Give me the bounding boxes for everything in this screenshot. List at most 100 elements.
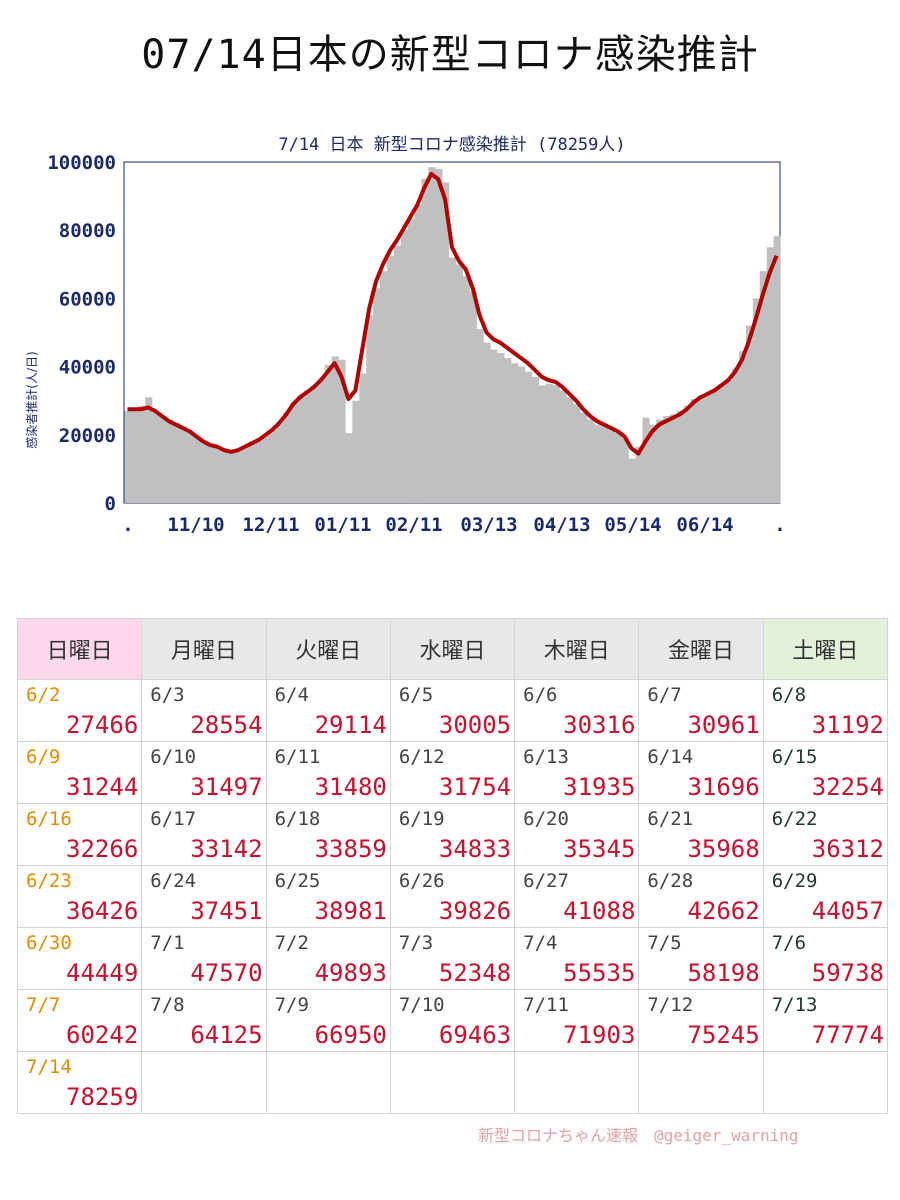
bar <box>670 414 678 503</box>
cell-value: 32266 <box>66 835 139 863</box>
cell-value: 49893 <box>314 959 387 987</box>
calendar-day-cell: 7/6 59738 <box>762 927 889 990</box>
bar <box>566 397 574 503</box>
bar <box>172 422 180 503</box>
bar <box>428 167 436 503</box>
cell-date: 6/19 <box>398 808 445 830</box>
cell-date: 6/17 <box>150 808 197 830</box>
cell-date: 6/15 <box>771 746 818 768</box>
bar <box>476 329 484 503</box>
calendar-week-row: 6/9 31244 6/10 31497 6/11 31480 6/12 31754 6/13 3… <box>16 741 889 804</box>
cell-date: 6/6 <box>523 684 558 706</box>
y-tick-label: 80000 <box>59 220 116 242</box>
bar <box>725 380 733 503</box>
calendar-day-cell: 7/1 47570 <box>141 927 267 990</box>
bar <box>200 441 208 503</box>
bar <box>366 315 374 503</box>
cell-date: 6/29 <box>771 870 818 892</box>
cell-date: 7/10 <box>398 994 445 1016</box>
bar <box>262 434 270 503</box>
cell-value: 64125 <box>190 1021 263 1049</box>
weekday-header-saturday: 土曜日 <box>762 618 889 680</box>
x-tick-label: . <box>122 514 133 536</box>
cell-date: 6/28 <box>647 870 694 892</box>
calendar-week-row: 6/16 32266 6/17 33142 6/18 33859 6/19 34833 6/20… <box>16 803 889 866</box>
cell-value: 44449 <box>66 959 139 987</box>
bar <box>656 419 664 503</box>
cell-value: 71903 <box>563 1021 636 1049</box>
bar <box>324 364 332 503</box>
calendar-day-cell: 6/18 33859 <box>265 803 391 866</box>
calendar-week-row: 7/14 78259 <box>16 1051 889 1114</box>
cell-value: 34833 <box>438 835 512 863</box>
cell-date: 6/12 <box>398 746 445 768</box>
calendar-day-cell: 7/5 58198 <box>638 927 764 990</box>
calendar-day-cell: 6/16 32266 <box>16 803 143 866</box>
footer-credit: 新型コロナちゃん速報 @geiger_warning <box>478 1126 799 1145</box>
calendar-body: 6/2 27466 6/3 28554 6/4 29114 6/5 30005 6/6 30316… <box>16 679 889 1114</box>
bar <box>573 404 581 503</box>
cell-value: 31754 <box>438 773 512 801</box>
chart-title: 7/14 日本 新型コロナ感染推計 (78259人) <box>278 135 625 155</box>
bar <box>552 385 560 503</box>
bar <box>400 230 408 503</box>
cell-date: 6/21 <box>647 808 694 830</box>
calendar-day-cell: 6/9 31244 <box>16 741 143 804</box>
bar <box>545 383 553 503</box>
weekday-header-thursday: 木曜日 <box>514 618 640 680</box>
calendar-day-cell: 6/24 37451 <box>141 865 267 928</box>
calendar-day-cell: 6/29 44057 <box>762 865 889 928</box>
cell-value: 38981 <box>314 897 387 925</box>
x-tick-label: 11/10 <box>167 514 224 536</box>
cell-date: 7/3 <box>398 932 434 954</box>
cell-date: 6/30 <box>26 932 72 954</box>
cell-value: 37451 <box>190 897 263 925</box>
calendar-day-cell: 7/14 78259 <box>16 1051 143 1114</box>
cell-date: 6/20 <box>523 808 569 830</box>
cell-date: 7/1 <box>150 932 185 954</box>
calendar-day-cell: 6/28 42662 <box>638 865 764 928</box>
bar <box>497 352 505 503</box>
bar <box>310 385 319 503</box>
bar <box>490 349 498 503</box>
bar <box>276 422 284 503</box>
calendar-week-row: 7/7 60242 7/8 64125 7/9 66950 7/10 69463 7/11 719… <box>16 989 889 1052</box>
cell-date: 6/16 <box>26 808 72 830</box>
y-tick-label: 20000 <box>59 425 116 447</box>
weekday-header-sunday: 日曜日 <box>16 618 143 680</box>
bar <box>407 218 415 503</box>
bar <box>711 390 719 503</box>
bar <box>290 402 298 503</box>
cell-date: 7/5 <box>647 932 682 954</box>
cell-value: 33142 <box>190 835 263 863</box>
calendar-day-cell: 6/17 33142 <box>141 803 267 866</box>
weekday-header-monday: 月曜日 <box>141 618 267 680</box>
cell-date: 7/12 <box>647 994 694 1016</box>
cell-date: 7/9 <box>274 994 309 1016</box>
cell-value: 36426 <box>66 897 139 925</box>
cell-value: 59738 <box>811 959 884 987</box>
cell-value: 36312 <box>811 835 884 863</box>
bar <box>241 446 249 503</box>
cell-value: 77774 <box>811 1021 884 1049</box>
bar <box>179 426 187 503</box>
bar <box>663 416 671 503</box>
bar <box>635 446 643 503</box>
bar <box>511 363 519 503</box>
bar <box>214 446 222 503</box>
x-tick-label: 05/14 <box>604 514 661 536</box>
calendar-day-cell: 6/13 31935 <box>514 741 640 804</box>
bar <box>386 255 395 503</box>
cell-value: 31696 <box>687 773 760 801</box>
trend-line <box>127 171 779 456</box>
bar <box>159 416 167 503</box>
bar <box>704 393 712 503</box>
y-tick-label: 60000 <box>59 288 116 310</box>
calendar-day-cell: 6/6 30316 <box>514 679 640 742</box>
bar <box>331 356 339 503</box>
bar <box>393 245 401 504</box>
bar <box>587 419 595 503</box>
calendar-day-cell: 6/30 44449 <box>16 927 143 990</box>
bar <box>317 378 325 503</box>
bar <box>614 433 622 503</box>
